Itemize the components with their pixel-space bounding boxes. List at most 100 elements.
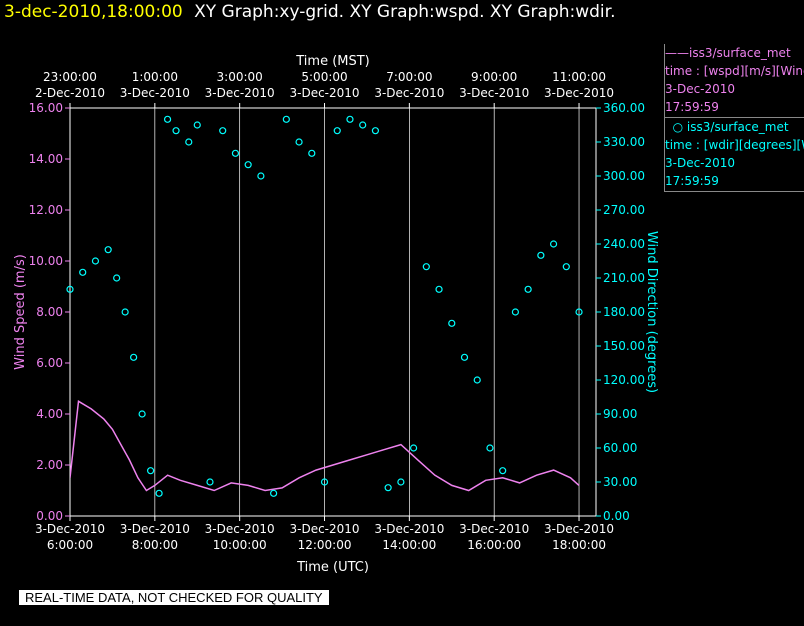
legend-wdir-date: 3-Dec-2010 bbox=[665, 156, 736, 170]
series-line-wspd bbox=[70, 400, 580, 492]
y-tick-label-right: 150.00 bbox=[603, 339, 645, 353]
y-tick-label-right: 360.00 bbox=[603, 101, 645, 115]
y-tick-label-left: 12.00 bbox=[29, 203, 63, 217]
series-point-wdir bbox=[448, 319, 456, 327]
x-tick-label-top-date: 3-Dec-2010 bbox=[289, 86, 359, 100]
series-point-wdir bbox=[185, 138, 193, 146]
series-point-wdir bbox=[146, 467, 155, 475]
series-point-wdir bbox=[473, 376, 481, 384]
series-point-wdir bbox=[537, 251, 545, 259]
legend-entry-wdir[interactable]: ○ iss3/surface_met time : [wdir][degrees… bbox=[664, 118, 804, 192]
series-point-wdir bbox=[371, 127, 380, 135]
y-tick-label-right: 120.00 bbox=[603, 373, 645, 387]
series-point-wdir bbox=[435, 285, 443, 293]
series-point-wdir bbox=[575, 308, 583, 316]
x-tick-label-bottom-time: 14:00:00 bbox=[382, 538, 436, 552]
legend-wspd-name: ——iss3/surface_met bbox=[665, 46, 791, 60]
series-point-wdir bbox=[270, 489, 278, 497]
series-point-wdir bbox=[384, 484, 392, 492]
legend-entry-wspd[interactable]: ——iss3/surface_met time : [wspd][m/s][Wi… bbox=[664, 44, 804, 118]
series-point-wdir bbox=[231, 149, 240, 157]
legend-wspd-time: 17:59:59 bbox=[665, 100, 719, 114]
x-tick-label-bottom-time: 12:00:00 bbox=[298, 538, 352, 552]
header-titles: XY Graph:xy-grid. XY Graph:wspd. XY Grap… bbox=[194, 2, 616, 22]
series-point-wdir bbox=[282, 115, 290, 123]
y-tick-label-right: 210.00 bbox=[603, 271, 645, 285]
x-tick-label-top-time: 5:00:00 bbox=[301, 70, 347, 84]
y-tick-label-left: 14.00 bbox=[29, 152, 63, 166]
x-tick-label-top-date: 3-Dec-2010 bbox=[374, 86, 444, 100]
series-point-wdir bbox=[219, 127, 227, 135]
series-point-wdir bbox=[193, 121, 201, 129]
y-tick-label-left: 16.00 bbox=[29, 101, 63, 115]
series-point-wdir bbox=[104, 246, 112, 254]
series-point-wdir bbox=[66, 285, 74, 293]
x-tick-label-bottom-time: 10:00:00 bbox=[213, 538, 267, 552]
series-point-wdir bbox=[397, 478, 405, 486]
y-tick-label-right: 240.00 bbox=[603, 237, 645, 251]
x-tick-label-bottom-date: 3-Dec-2010 bbox=[120, 522, 190, 536]
x-tick-label-top-time: 1:00:00 bbox=[132, 70, 178, 84]
series-point-wdir bbox=[549, 240, 558, 248]
y-tick-label-right: 90.00 bbox=[603, 407, 637, 421]
series-point-wdir bbox=[121, 308, 129, 316]
series-point-wdir bbox=[138, 410, 146, 418]
series-point-wdir bbox=[308, 149, 316, 157]
series-point-wdir bbox=[486, 444, 494, 452]
series-point-wdir bbox=[113, 274, 121, 282]
y-axis-title-left: Wind Speed (m/s) bbox=[13, 254, 28, 370]
plot-frame bbox=[69, 107, 597, 517]
series-point-wdir bbox=[524, 285, 532, 293]
y-tick-label-right: 330.00 bbox=[603, 135, 645, 149]
y-tick-label-right: 270.00 bbox=[603, 203, 645, 217]
x-tick-label-bottom-date: 3-Dec-2010 bbox=[544, 522, 614, 536]
legend-wdir-desc: time : [wdir][degrees][W bbox=[665, 138, 804, 152]
x-tick-label-bottom-date: 3-Dec-2010 bbox=[459, 522, 529, 536]
series-point-wdir bbox=[130, 353, 138, 361]
x-tick-label-top-date: 2-Dec-2010 bbox=[35, 86, 105, 100]
y-axis-title-right: Wind Direction (degrees) bbox=[644, 231, 659, 393]
series-point-wdir bbox=[562, 263, 570, 271]
x-tick-label-bottom-date: 3-Dec-2010 bbox=[205, 522, 275, 536]
x-tick-label-bottom-time: 18:00:00 bbox=[552, 538, 606, 552]
x-tick-label-bottom-time: 16:00:00 bbox=[467, 538, 521, 552]
x-tick-label-bottom-date: 3-Dec-2010 bbox=[374, 522, 444, 536]
legend-wspd-desc: time : [wspd][m/s][Wind bbox=[665, 64, 804, 78]
series-point-wdir bbox=[91, 257, 100, 265]
series-point-wdir bbox=[320, 478, 329, 486]
series-point-wdir bbox=[511, 308, 520, 316]
series-point-wdir bbox=[244, 161, 252, 169]
series-point-wdir bbox=[422, 263, 430, 271]
series-point-wdir bbox=[79, 268, 87, 276]
series-point-wdir bbox=[155, 489, 163, 497]
x-tick-label-bottom-date: 3-Dec-2010 bbox=[289, 522, 359, 536]
y-tick-label-left: 8.00 bbox=[36, 305, 63, 319]
series-point-wdir bbox=[359, 121, 367, 129]
y-tick-label-right: 30.00 bbox=[603, 475, 637, 489]
legend-wdir-name: ○ iss3/surface_met bbox=[665, 120, 789, 134]
series-point-wdir bbox=[499, 467, 507, 475]
y-tick-label-left: 10.00 bbox=[29, 254, 63, 268]
x-tick-label-top-date: 3-Dec-2010 bbox=[544, 86, 614, 100]
x-tick-label-top-time: 3:00:00 bbox=[217, 70, 263, 84]
x-tick-label-bottom-time: 8:00:00 bbox=[132, 538, 178, 552]
legend-wspd-date: 3-Dec-2010 bbox=[665, 82, 736, 96]
x-tick-label-bottom-date: 3-Dec-2010 bbox=[35, 522, 105, 536]
series-point-wdir bbox=[163, 115, 172, 123]
header-date: 3-dec-2010,18:00:00 bbox=[4, 2, 183, 22]
series-point-wdir bbox=[206, 478, 214, 486]
y-tick-label-left: 0.00 bbox=[36, 509, 63, 523]
x-tick-label-bottom-time: 6:00:00 bbox=[47, 538, 93, 552]
y-tick-label-right: 180.00 bbox=[603, 305, 645, 319]
y-tick-label-left: 4.00 bbox=[36, 407, 63, 421]
x-tick-label-top-time: 9:00:00 bbox=[471, 70, 517, 84]
y-tick-label-right: 300.00 bbox=[603, 169, 645, 183]
legend-wdir-time: 17:59:59 bbox=[665, 174, 719, 188]
x-tick-label-top-time: 11:00:00 bbox=[552, 70, 606, 84]
x-axis-title-top: Time (MST) bbox=[295, 54, 370, 69]
y-tick-label-right: 60.00 bbox=[603, 441, 637, 455]
y-tick-label-left: 6.00 bbox=[36, 356, 63, 370]
y-tick-label-left: 2.00 bbox=[36, 458, 63, 472]
series-point-wdir bbox=[346, 115, 354, 123]
